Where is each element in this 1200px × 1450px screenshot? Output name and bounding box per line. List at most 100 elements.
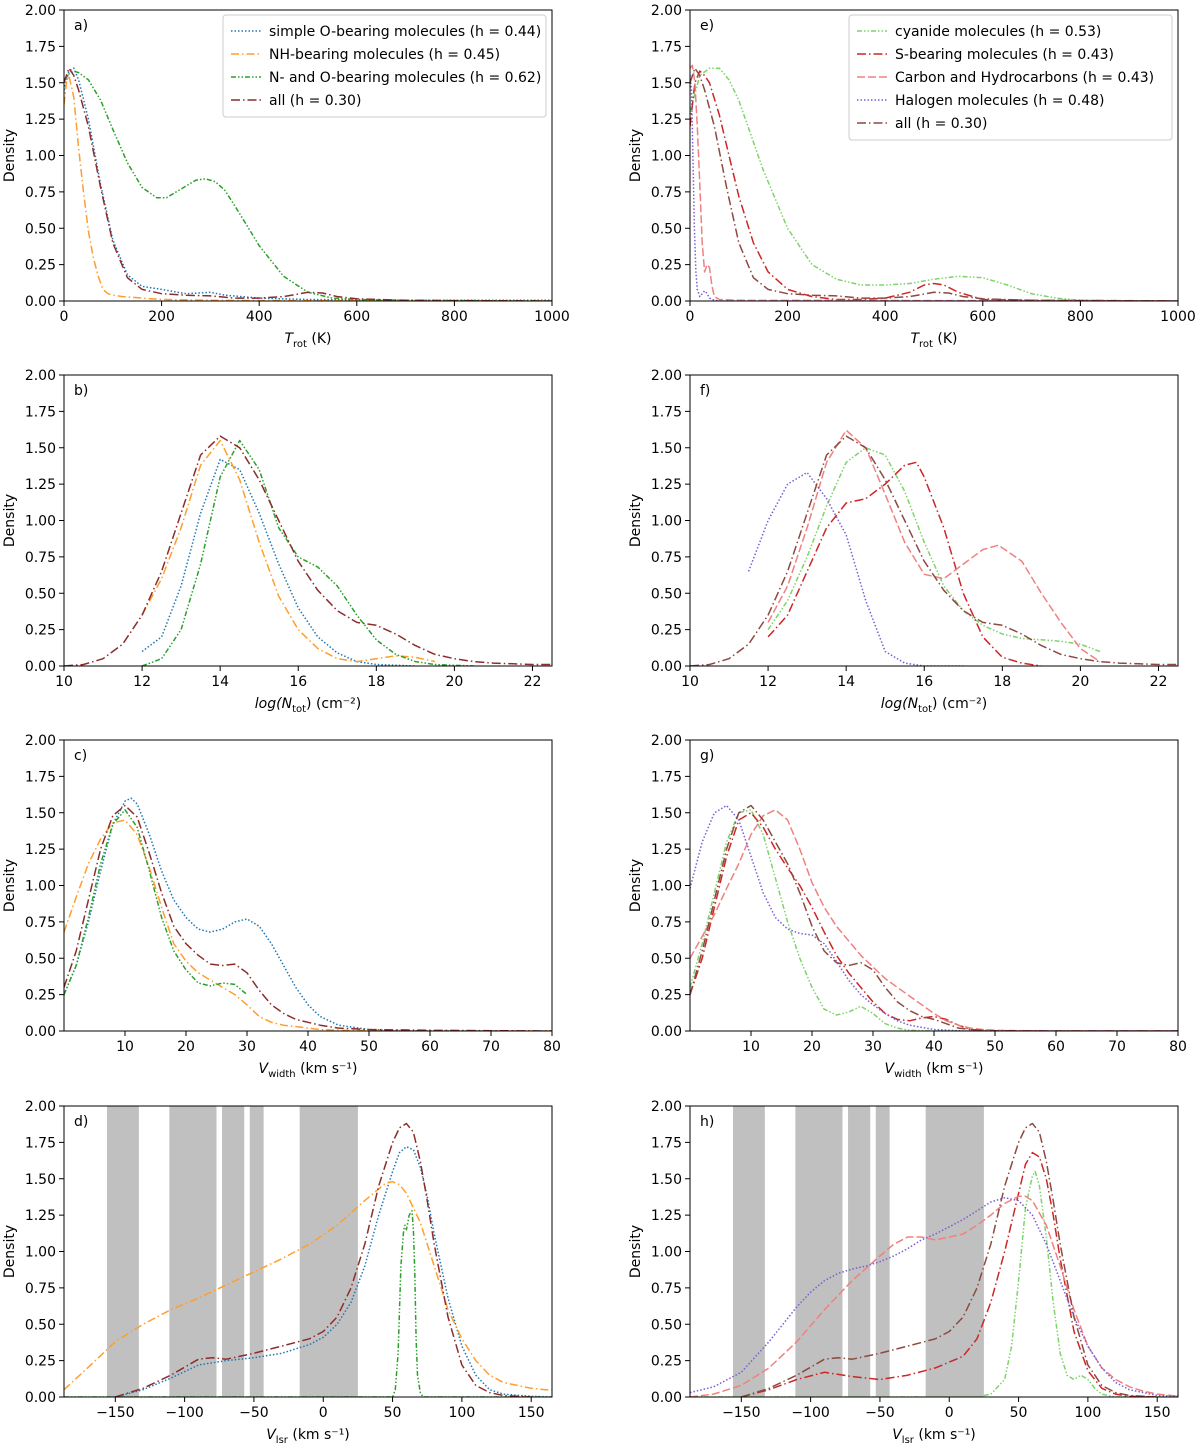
x-tick-label-d-1: −100 [165, 1405, 203, 1421]
x-tick-label-b-0: 10 [55, 674, 73, 690]
y-axis-label-c: Density [2, 859, 18, 912]
y-axis-label-e: Density [628, 129, 644, 182]
legend-entry-e-3: Halogen molecules (h = 0.48) [895, 93, 1105, 109]
x-tick-label-a-1: 200 [148, 309, 175, 325]
legend-entry-e-2: Carbon and Hydrocarbons (h = 0.43) [895, 70, 1154, 86]
x-axis-label-unit-d: (km s⁻¹) [288, 1427, 350, 1443]
x-tick-label-h-2: −50 [865, 1405, 895, 1421]
x-tick-label-a-3: 600 [343, 309, 370, 325]
x-tick-label-b-4: 18 [367, 674, 385, 690]
y-tick-label-f-4: 1.00 [651, 514, 682, 530]
x-tick-label-f-2: 14 [837, 674, 855, 690]
y-tick-label-g-2: 0.50 [651, 951, 682, 967]
y-tick-label-d-3: 0.75 [25, 1281, 56, 1297]
y-tick-label-h-2: 0.50 [651, 1317, 682, 1333]
x-tick-label-e-5: 1000 [1160, 309, 1196, 325]
y-tick-label-f-8: 2.00 [651, 368, 682, 384]
x-tick-label-d-2: −50 [239, 1405, 269, 1421]
plot-frame-g [689, 739, 1179, 1032]
shaded-band-h-0 [732, 1106, 765, 1397]
x-axis-label-main-b: log(N [255, 696, 293, 712]
y-tick-label-c-5: 1.25 [25, 842, 56, 858]
series-line-h-4 [741, 1122, 1158, 1397]
y-tick-label-d-2: 0.50 [25, 1317, 56, 1333]
x-tick-label-g-3: 40 [925, 1039, 943, 1055]
y-tick-label-c-4: 1.00 [25, 879, 56, 895]
x-axis-label-sub-f: tot [918, 704, 932, 715]
series-line-c-1 [64, 819, 552, 1031]
y-tick-label-d-1: 0.25 [25, 1354, 56, 1370]
x-axis-label-sub-e: rot [919, 339, 933, 350]
x-tick-label-c-7: 80 [543, 1039, 561, 1055]
series-line-e-3 [690, 75, 1178, 301]
x-axis-label-c: Vwidth (km s⁻¹) [258, 1061, 357, 1080]
y-tick-label-f-7: 1.75 [651, 404, 682, 420]
panel-label-h: h) [700, 1114, 714, 1130]
series-line-f-4 [690, 435, 1178, 666]
y-tick-label-d-4: 1.00 [25, 1245, 56, 1261]
legend-e: cyanide molecules (h = 0.53) S-bearing mo… [848, 14, 1173, 141]
y-tick-label-b-8: 2.00 [25, 368, 56, 384]
y-tick-label-h-1: 0.25 [651, 1354, 682, 1370]
x-tick-label-b-3: 16 [289, 674, 307, 690]
x-axis-label-unit-b: ) (cm⁻²) [306, 696, 361, 712]
series-line-e-1 [690, 70, 1178, 301]
series-line-f-1 [767, 461, 1042, 666]
legend-entry-a-3: all (h = 0.30) [269, 93, 361, 109]
y-tick-label-a-5: 1.25 [25, 112, 56, 128]
series-line-g-1 [690, 812, 1178, 1031]
x-tick-label-h-5: 100 [1075, 1405, 1102, 1421]
panel-f: 10 12 14 16 18 20 22 0.00 0.25 0.50 0.75 1.00 1.25 1.… [628, 368, 1179, 715]
y-tick-label-c-7: 1.75 [25, 769, 56, 785]
series-line-d-3 [115, 1122, 532, 1397]
x-axis-label-sub-d: lsr [276, 1435, 289, 1446]
x-axis-label-unit-h: (km s⁻¹) [914, 1427, 976, 1443]
y-tick-label-b-7: 1.75 [25, 404, 56, 420]
series-line-g-2 [690, 809, 1178, 1031]
x-tick-label-h-0: −150 [722, 1405, 760, 1421]
legend-entry-a-2: N- and O-bearing molecules (h = 0.62) [269, 70, 541, 86]
y-tick-label-h-3: 0.75 [651, 1281, 682, 1297]
series-line-e-2 [690, 64, 1178, 301]
x-axis-label-sub-a: rot [293, 339, 307, 350]
x-tick-label-d-4: 50 [384, 1405, 402, 1421]
x-axis-label-unit-a: (K) [307, 331, 332, 347]
x-tick-label-b-6: 22 [524, 674, 542, 690]
x-tick-label-b-5: 20 [445, 674, 463, 690]
y-tick-label-e-3: 0.75 [651, 185, 682, 201]
panel-e: 0 200 400 600 800 1000 0.00 0.25 0.50 0.75 1.00 1.2… [628, 3, 1196, 350]
legend-entry-e-4: all (h = 0.30) [895, 116, 987, 132]
series-line-d-2 [64, 1210, 552, 1397]
panel-label-b: b) [74, 383, 88, 399]
shaded-band-d-1 [169, 1106, 217, 1397]
panel-label-d: d) [74, 1114, 88, 1130]
shaded-band-d-3 [249, 1106, 264, 1397]
series-line-g-4 [690, 804, 1178, 1031]
y-tick-label-d-6: 1.50 [25, 1172, 56, 1188]
x-tick-label-e-4: 800 [1067, 309, 1094, 325]
x-axis-label-f: log(Ntot) (cm⁻²) [881, 696, 987, 715]
series-line-g-3 [690, 804, 1178, 1031]
x-tick-label-d-0: −150 [96, 1405, 134, 1421]
y-tick-label-a-7: 1.75 [25, 39, 56, 55]
x-tick-label-d-3: 0 [319, 1405, 328, 1421]
x-tick-label-f-6: 22 [1150, 674, 1168, 690]
x-tick-label-f-3: 16 [915, 674, 933, 690]
x-axis-label-d: Vlsr (km s⁻¹) [266, 1427, 350, 1446]
y-tick-label-g-3: 0.75 [651, 915, 682, 931]
y-tick-label-a-4: 1.00 [25, 149, 56, 165]
y-tick-label-d-7: 1.75 [25, 1135, 56, 1151]
series-line-b-2 [141, 439, 474, 666]
series-line-b-0 [141, 458, 416, 666]
y-tick-label-a-2: 0.50 [25, 221, 56, 237]
panel-c: 10 20 30 40 50 60 70 80 0.00 0.25 0.50 0.75 1.00 1.25… [2, 733, 561, 1080]
y-tick-label-e-7: 1.75 [651, 39, 682, 55]
series-line-h-0 [690, 1170, 1178, 1397]
series-line-a-2 [64, 70, 552, 301]
x-tick-label-b-2: 14 [211, 674, 229, 690]
y-tick-label-f-5: 1.25 [651, 477, 682, 493]
series-line-d-1 [64, 1180, 552, 1391]
x-tick-label-g-1: 20 [803, 1039, 821, 1055]
y-tick-label-h-4: 1.00 [651, 1245, 682, 1261]
